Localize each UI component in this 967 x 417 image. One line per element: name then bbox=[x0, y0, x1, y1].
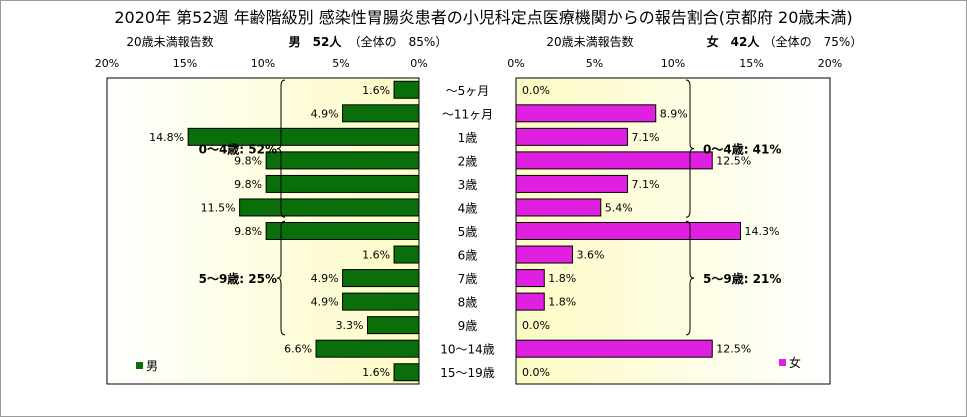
age-group-annotation: 5～9歳: 25% bbox=[199, 271, 277, 286]
bar-male bbox=[265, 222, 420, 240]
legend-male-label: 男 bbox=[146, 359, 158, 373]
age-group-annotation: 0～4歳: 52% bbox=[199, 142, 277, 157]
category-label: 3歳 bbox=[458, 178, 478, 192]
legend-female-swatch bbox=[779, 359, 786, 366]
bar-female bbox=[515, 339, 713, 358]
bar-male bbox=[239, 198, 420, 217]
data-label-male: 9.8% bbox=[234, 154, 262, 167]
data-label-female: 0.0% bbox=[522, 84, 550, 97]
right-header-label: 20歳未満報告数 bbox=[546, 34, 633, 49]
category-label: 1歳 bbox=[458, 131, 478, 145]
category-label: 8歳 bbox=[458, 296, 478, 310]
data-label-male: 1.6% bbox=[362, 249, 390, 262]
x-tick-label: 0% bbox=[507, 57, 524, 70]
data-label-male: 9.8% bbox=[234, 178, 262, 191]
data-label-female: 8.9% bbox=[660, 107, 688, 120]
data-label-male: 4.9% bbox=[311, 272, 339, 285]
bar-female bbox=[515, 127, 628, 146]
data-label-male: 6.6% bbox=[284, 343, 312, 356]
data-label-female: 7.1% bbox=[631, 178, 659, 191]
category-label: 15～19歳 bbox=[440, 366, 495, 380]
data-label-male: 4.9% bbox=[311, 296, 339, 309]
data-label-female: 0.0% bbox=[522, 366, 550, 379]
legend-female-label: 女 bbox=[789, 355, 801, 370]
category-label: 7歳 bbox=[458, 272, 478, 286]
data-label-male: 1.6% bbox=[362, 366, 390, 379]
data-label-female: 3.6% bbox=[577, 249, 605, 262]
bar-male bbox=[342, 292, 420, 311]
x-tick-label: 5% bbox=[332, 57, 349, 70]
data-label-male: 9.8% bbox=[234, 225, 262, 238]
bar-female bbox=[515, 151, 713, 170]
bar-male bbox=[393, 363, 420, 382]
data-label-male: 1.6% bbox=[362, 84, 390, 97]
data-label-female: 12.5% bbox=[716, 154, 751, 167]
bar-female bbox=[515, 292, 545, 311]
legend-male-swatch bbox=[136, 362, 143, 369]
data-label-female: 14.3% bbox=[745, 225, 780, 238]
data-label-female: 1.8% bbox=[548, 272, 576, 285]
chart-title: 2020年 第52週 年齢階級別 感染性胃腸炎患者の小児科定点医療機関からの報告… bbox=[114, 8, 853, 27]
data-label-female: 12.5% bbox=[716, 343, 751, 356]
bar-female bbox=[515, 245, 574, 264]
left-header-count: 男 52人 bbox=[289, 34, 343, 49]
age-group-annotation: 5～9歳: 21% bbox=[703, 271, 781, 286]
bar-female bbox=[515, 104, 657, 123]
category-label: ～11ヶ月 bbox=[442, 107, 493, 121]
age-group-bracket bbox=[276, 220, 286, 336]
x-tick-label: 10% bbox=[251, 57, 275, 70]
bar-male bbox=[265, 174, 420, 193]
data-label-female: 7.1% bbox=[631, 131, 659, 144]
age-group-bracket bbox=[685, 79, 695, 218]
data-label-male: 11.5% bbox=[201, 201, 236, 214]
data-label-male: 4.9% bbox=[311, 107, 339, 120]
bar-female bbox=[515, 222, 742, 240]
category-label: 10～14歳 bbox=[440, 343, 495, 357]
age-group-bracket bbox=[276, 79, 286, 218]
data-label-female: 0.0% bbox=[522, 319, 550, 332]
category-label: 6歳 bbox=[458, 249, 478, 263]
category-label: ～5ヶ月 bbox=[446, 84, 490, 98]
bar-female bbox=[515, 269, 545, 288]
x-tick-label: 20% bbox=[818, 57, 842, 70]
x-tick-label: 5% bbox=[586, 57, 603, 70]
age-group-annotation: 0～4歳: 41% bbox=[703, 142, 781, 157]
age-group-bracket bbox=[685, 220, 695, 336]
category-label: 4歳 bbox=[458, 201, 478, 215]
category-label: 2歳 bbox=[458, 154, 478, 168]
data-label-female: 1.8% bbox=[548, 296, 576, 309]
category-label: 5歳 bbox=[458, 225, 478, 239]
bar-male bbox=[393, 80, 420, 99]
data-label-male: 14.8% bbox=[149, 131, 184, 144]
bar-female bbox=[515, 198, 602, 217]
bar-male bbox=[393, 245, 420, 264]
left-header-label: 20歳未満報告数 bbox=[126, 34, 213, 49]
category-label: 9歳 bbox=[458, 319, 478, 333]
x-tick-label: 15% bbox=[739, 57, 763, 70]
x-tick-label: 10% bbox=[661, 57, 685, 70]
x-tick-label: 0% bbox=[410, 57, 427, 70]
bar-female bbox=[515, 174, 628, 193]
data-label-female: 5.4% bbox=[605, 201, 633, 214]
bar-male bbox=[187, 127, 420, 146]
x-tick-label: 15% bbox=[173, 57, 197, 70]
left-header-share: （全体の 85%） bbox=[349, 34, 448, 49]
right-header-share: （全体の 75%） bbox=[764, 34, 863, 49]
data-label-male: 3.3% bbox=[336, 319, 364, 332]
x-tick-label: 20% bbox=[95, 57, 119, 70]
bar-male bbox=[367, 316, 420, 335]
bar-male bbox=[342, 269, 420, 288]
bar-male bbox=[265, 151, 420, 170]
right-header-count: 女 42人 bbox=[707, 34, 761, 49]
bar-male bbox=[315, 339, 420, 358]
bar-male bbox=[342, 104, 420, 123]
